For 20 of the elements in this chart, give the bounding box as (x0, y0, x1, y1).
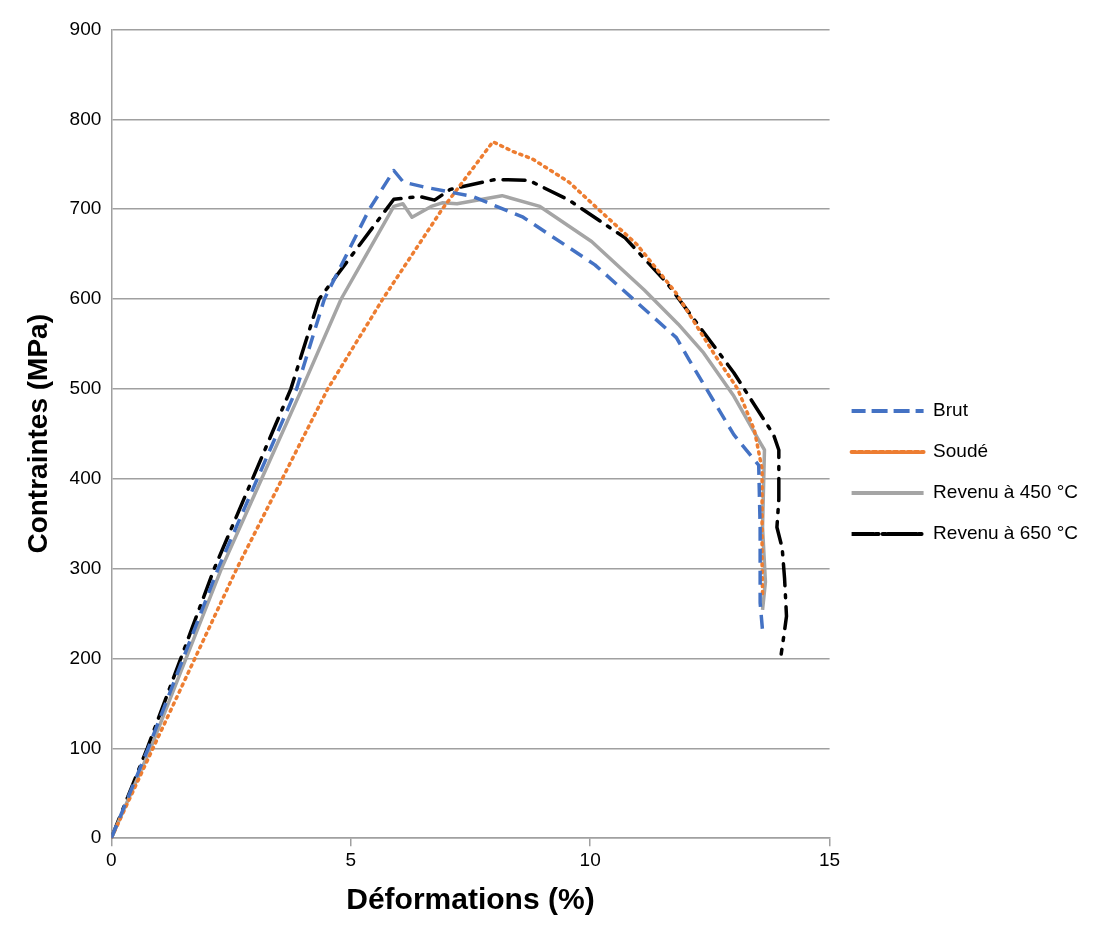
x-tick-label: 15 (819, 848, 841, 870)
y-tick-label: 0 (90, 826, 102, 848)
y-tick-label: 100 (69, 736, 102, 758)
legend-label: Soudé (933, 440, 989, 462)
y-tick-label: 700 (69, 197, 102, 219)
legend-label: Brut (933, 399, 969, 421)
y-tick-label: 600 (69, 287, 102, 309)
legend-label: Revenu à 450 °C (933, 481, 1079, 503)
y-tick-label: 800 (69, 107, 102, 129)
x-tick-label: 0 (106, 848, 117, 870)
y-axis-title: Contraintes (MPa) (21, 314, 53, 554)
y-tick-label: 900 (69, 17, 102, 39)
x-axis-title: Déformations (%) (346, 882, 595, 916)
x-tick-label: 5 (345, 848, 357, 870)
y-tick-label: 200 (69, 646, 102, 668)
y-tick-label: 400 (69, 466, 102, 488)
y-tick-label: 500 (69, 377, 102, 399)
x-tick-label: 10 (579, 848, 601, 870)
legend-label: Revenu à 650 °C (933, 522, 1079, 544)
y-tick-label: 300 (69, 556, 102, 578)
